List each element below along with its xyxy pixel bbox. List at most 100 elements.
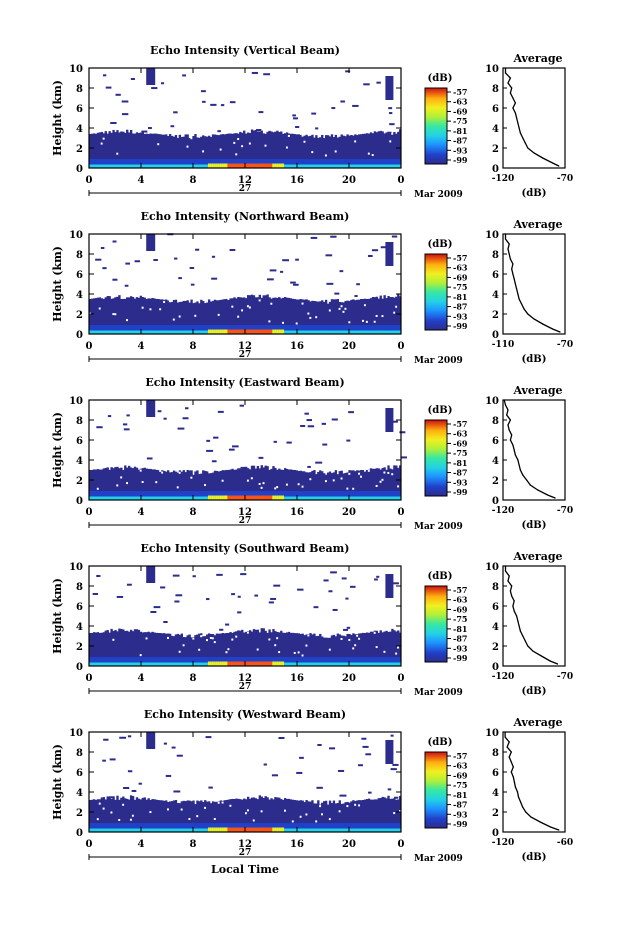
heatmap-cell [245, 491, 248, 497]
heatmap-cell [188, 657, 191, 663]
heatmap-cell [272, 329, 275, 334]
heatmap-cell [332, 137, 336, 159]
heatmap-cell [321, 164, 324, 168]
heatmap-cell [395, 828, 398, 832]
heatmap-cell [159, 325, 162, 331]
heatmap-cell [128, 828, 131, 832]
panel-0: Echo Intensity (Vertical Beam)0246810Hei… [51, 44, 573, 200]
heatmap-cell [272, 163, 275, 168]
heatmap-cell [182, 325, 185, 331]
heatmap-cell [141, 164, 144, 168]
heatmap-speck [313, 606, 319, 609]
heatmap-cell [287, 164, 291, 168]
heatmap-cell [371, 297, 375, 325]
heatmap-cell [165, 491, 168, 497]
heatmap-speck [170, 125, 175, 128]
heatmap-cell [328, 491, 332, 497]
heatmap-cell [194, 302, 197, 325]
x-tick-label: 0 [398, 341, 405, 352]
y-tick-label: 10 [69, 562, 83, 573]
heatmap-cell [395, 465, 398, 491]
heatmap-cell [285, 491, 289, 497]
heatmap-cell [245, 495, 248, 500]
heatmap-cell [287, 133, 291, 159]
heatmap-cell [381, 164, 384, 168]
heatmap-cell [108, 496, 111, 500]
heatmap-cell [278, 325, 281, 331]
heatmap-cell [155, 159, 158, 165]
heatmap-cell [215, 657, 219, 663]
x-tick-label: 16 [290, 175, 304, 186]
heatmap-cell [194, 134, 197, 159]
heatmap-cell [165, 800, 168, 823]
heatmap-cell [287, 823, 291, 829]
profile-x-axis-label: (dB) [522, 188, 547, 199]
heatmap-cell [383, 325, 386, 331]
heatmap-cell [362, 159, 365, 165]
heatmap-cell [126, 467, 129, 491]
heatmap-cell [348, 662, 351, 666]
heatmap-cell [215, 159, 219, 165]
heatmap-cell [383, 159, 386, 165]
heatmap-speck [390, 734, 394, 737]
heatmap-cell [196, 137, 199, 159]
heatmap-gap [200, 635, 205, 638]
heatmap-gap [346, 805, 351, 808]
heatmap-cell [295, 134, 299, 159]
heatmap-cell [285, 662, 289, 666]
heatmap-cell [149, 133, 152, 159]
heatmap-speck [346, 439, 351, 442]
heatmap-speck [217, 410, 224, 413]
heatmap-cell [153, 823, 156, 829]
heatmap-cell [397, 159, 400, 165]
heatmap-cell [118, 325, 121, 331]
heatmap-cell [235, 133, 238, 159]
heatmap-speck [267, 278, 274, 281]
heatmap-cell [276, 495, 279, 500]
heatmap-cell [126, 823, 129, 829]
heatmap-cell [262, 797, 265, 823]
heatmap-cell [94, 662, 98, 666]
heatmap-cell [285, 823, 289, 829]
heatmap-speck [163, 621, 168, 624]
heatmap-cell [317, 159, 320, 165]
heatmap-cell [118, 496, 121, 500]
heatmap-speck [102, 759, 106, 762]
profile-point [552, 328, 554, 330]
heatmap-cell [289, 823, 293, 829]
x-tick-label: 4 [138, 507, 145, 518]
y-tick-label: 4 [76, 622, 83, 633]
heatmap-cell [291, 657, 295, 663]
heatmap-speck [102, 267, 107, 270]
heatmap-cell [348, 159, 351, 165]
heatmap-cell [387, 330, 390, 334]
heatmap-speck [345, 597, 349, 600]
heatmap-cell [248, 159, 252, 165]
heatmap-cell [170, 472, 174, 491]
heatmap-cell [194, 804, 197, 823]
heatmap-cell [161, 325, 164, 331]
heatmap-cell [246, 132, 250, 159]
heatmap-cell [209, 301, 213, 325]
heatmap-cell [155, 657, 158, 663]
heatmap-cell [215, 470, 219, 491]
heatmap-cell [348, 633, 351, 657]
heatmap-cell [282, 823, 285, 829]
heatmap-cell [147, 159, 150, 165]
heatmap-cell [96, 164, 100, 168]
heatmap-cell [122, 298, 125, 325]
heatmap-cell [336, 491, 339, 497]
heatmap-cell [399, 159, 402, 165]
heatmap-cell [94, 330, 98, 334]
heatmap-cell [303, 823, 306, 829]
heatmap-cell [315, 636, 318, 657]
heatmap-cell [206, 491, 209, 497]
heatmap-cell [206, 634, 209, 657]
heatmap-cell [375, 630, 378, 657]
heatmap-cell [262, 159, 265, 165]
heatmap-cell [219, 827, 222, 832]
heatmap-cell [237, 823, 240, 829]
heatmap-cell [215, 495, 219, 500]
heatmap-cell [92, 298, 96, 325]
profile-point [510, 761, 512, 763]
